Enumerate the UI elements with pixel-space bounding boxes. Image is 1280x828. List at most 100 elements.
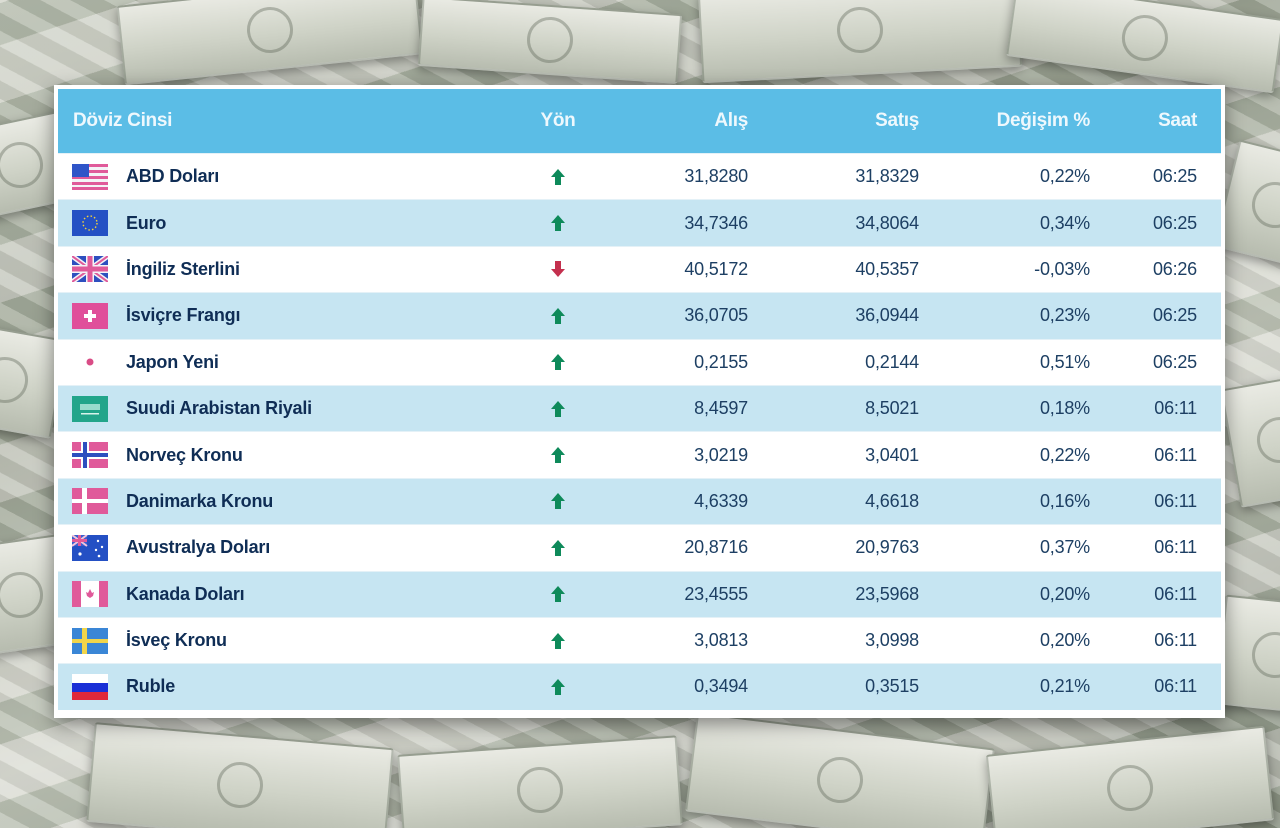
sell-value: 3,0998 <box>865 630 919 651</box>
sell-value: 40,5357 <box>855 258 919 279</box>
sell-value: 23,5968 <box>855 583 919 604</box>
table-row[interactable]: Ruble 0,3494 0,3515 0,21% 06:11 <box>58 663 1221 710</box>
sell-value: 20,9763 <box>855 537 919 558</box>
time-value: 06:25 <box>1152 351 1197 372</box>
currency-name: Kanada Doları <box>126 583 245 604</box>
au-flag-icon <box>72 534 108 561</box>
change-value: 0,22% <box>1039 444 1090 465</box>
header-sell[interactable]: Satış <box>875 110 919 131</box>
buy-value: 34,7346 <box>684 212 748 233</box>
header-currency[interactable]: Döviz Cinsi <box>73 110 173 131</box>
ch-flag-icon <box>72 302 108 329</box>
se-flag-icon <box>72 627 108 654</box>
buy-value: 40,5172 <box>684 258 748 279</box>
change-value: 0,34% <box>1039 212 1090 233</box>
header-time[interactable]: Saat <box>1158 110 1197 131</box>
exchange-rate-panel: Döviz Cinsi Yön Alış Satış Değişim % Saa… <box>54 85 1225 718</box>
dk-flag-icon <box>72 488 108 515</box>
down-arrow-icon <box>550 260 566 278</box>
table-row[interactable]: İsveç Kronu 3,0813 3,0998 0,20% 06:11 <box>58 616 1221 664</box>
change-value: 0,16% <box>1039 490 1090 511</box>
up-arrow-icon <box>550 492 566 510</box>
change-value: 0,23% <box>1039 305 1090 326</box>
buy-value: 8,4597 <box>694 398 748 419</box>
table-row[interactable]: Danimarka Kronu 4,6339 4,6618 0,16% 06:1… <box>58 477 1221 525</box>
currency-name: İsviçre Frangı <box>126 305 241 326</box>
change-value: 0,18% <box>1039 398 1090 419</box>
up-arrow-icon <box>550 307 566 325</box>
currency-name: Norveç Kronu <box>126 444 243 465</box>
eu-flag-icon <box>72 210 108 237</box>
time-value: 06:11 <box>1154 444 1197 465</box>
header-change[interactable]: Değişim % <box>996 110 1091 131</box>
us-flag-icon <box>72 163 108 190</box>
table-row[interactable]: Japon Yeni 0,2155 0,2144 0,51% 06:25 <box>58 338 1221 385</box>
sell-value: 31,8329 <box>855 166 919 187</box>
up-arrow-icon <box>550 539 566 557</box>
change-value: -0,03% <box>1034 258 1090 279</box>
currency-name: Ruble <box>126 676 176 697</box>
time-value: 06:11 <box>1154 583 1197 604</box>
change-value: 0,22% <box>1039 166 1090 187</box>
currency-name: Danimarka Kronu <box>126 490 274 511</box>
time-value: 06:25 <box>1152 166 1197 187</box>
buy-value: 36,0705 <box>684 305 748 326</box>
buy-value: 3,0813 <box>694 630 748 651</box>
sell-value: 0,2144 <box>865 351 919 372</box>
time-value: 06:26 <box>1152 258 1197 279</box>
up-arrow-icon <box>550 678 566 696</box>
change-value: 0,20% <box>1039 583 1090 604</box>
change-value: 0,37% <box>1039 537 1090 558</box>
table-row[interactable]: ABD Doları 31,8280 31,8329 0,22% 06:25 <box>58 153 1221 200</box>
header-buy[interactable]: Alış <box>714 110 748 131</box>
sell-value: 34,8064 <box>855 212 919 233</box>
table-row[interactable]: İsviçre Frangı 36,0705 36,0944 0,23% 06:… <box>58 292 1221 339</box>
table-header: Döviz Cinsi Yön Alış Satış Değişim % Saa… <box>58 89 1221 153</box>
up-arrow-icon <box>550 168 566 186</box>
time-value: 06:11 <box>1154 398 1197 419</box>
currency-name: Japon Yeni <box>126 351 219 372</box>
buy-value: 4,6339 <box>694 490 748 511</box>
sell-value: 0,3515 <box>865 676 919 697</box>
up-arrow-icon <box>550 632 566 650</box>
buy-value: 0,2155 <box>694 351 748 372</box>
table-row[interactable]: Norveç Kronu 3,0219 3,0401 0,22% 06:11 <box>58 431 1221 478</box>
jp-flag-icon <box>72 349 108 376</box>
up-arrow-icon <box>550 585 566 603</box>
table-row[interactable]: Euro 34,7346 34,8064 0,34% 06:25 <box>58 199 1221 246</box>
up-arrow-icon <box>550 214 566 232</box>
currency-name: Avustralya Doları <box>126 537 270 558</box>
exchange-rate-table: Döviz Cinsi Yön Alış Satış Değişim % Saa… <box>58 89 1221 710</box>
up-arrow-icon <box>550 446 566 464</box>
currency-name: Euro <box>126 212 167 233</box>
ru-flag-icon <box>72 673 108 700</box>
up-arrow-icon <box>550 400 566 418</box>
change-value: 0,21% <box>1039 676 1090 697</box>
buy-value: 20,8716 <box>684 537 748 558</box>
table-row[interactable]: Avustralya Doları 20,8716 20,9763 0,37% … <box>58 524 1221 571</box>
currency-name: İsveç Kronu <box>126 630 227 651</box>
buy-value: 0,3494 <box>694 676 748 697</box>
header-direction[interactable]: Yön <box>540 110 576 131</box>
change-value: 0,20% <box>1039 630 1090 651</box>
sell-value: 3,0401 <box>865 444 919 465</box>
table-row[interactable]: İngiliz Sterlini 40,5172 40,5357 -0,03% … <box>58 245 1221 293</box>
currency-name: İngiliz Sterlini <box>126 258 240 279</box>
table-row[interactable]: Kanada Doları 23,4555 23,5968 0,20% 06:1… <box>58 570 1221 617</box>
table-row[interactable]: Suudi Arabistan Riyali 8,4597 8,5021 0,1… <box>58 384 1221 432</box>
buy-value: 3,0219 <box>694 444 748 465</box>
up-arrow-icon <box>550 353 566 371</box>
sell-value: 36,0944 <box>855 305 919 326</box>
buy-value: 31,8280 <box>684 166 748 187</box>
time-value: 06:25 <box>1152 212 1197 233</box>
sell-value: 4,6618 <box>865 490 919 511</box>
time-value: 06:11 <box>1154 676 1197 697</box>
sa-flag-icon <box>72 395 108 422</box>
no-flag-icon <box>72 442 108 469</box>
time-value: 06:11 <box>1154 490 1197 511</box>
time-value: 06:11 <box>1154 630 1197 651</box>
time-value: 06:11 <box>1154 537 1197 558</box>
sell-value: 8,5021 <box>865 398 919 419</box>
change-value: 0,51% <box>1039 351 1090 372</box>
buy-value: 23,4555 <box>684 583 748 604</box>
